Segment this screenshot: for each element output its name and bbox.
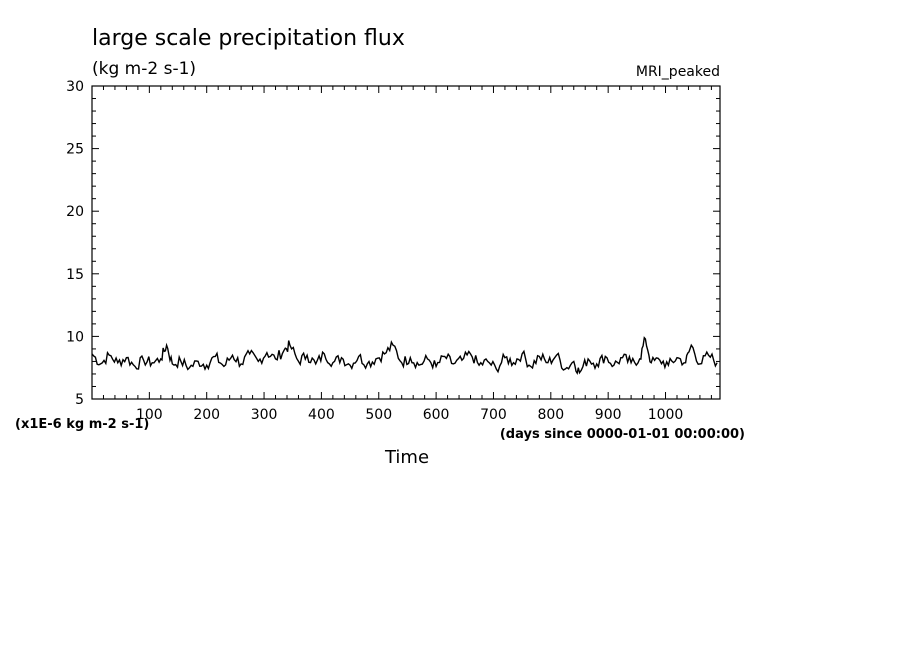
x-units-label: (days since 0000-01-01 00:00:00) <box>500 427 745 442</box>
x-tick-label: 500 <box>365 407 392 423</box>
x-tick-label: 300 <box>251 407 278 423</box>
dataset-label: MRI_peaked <box>636 64 720 80</box>
x-axis: 100 200 300 400 500 600 700 800 900 1000 <box>102 86 712 423</box>
series-layer <box>91 336 718 376</box>
x-tick-label: 700 <box>480 407 507 423</box>
y-scale-label: (x1E-6 kg m-2 s-1) <box>15 417 149 432</box>
y-tick-label: 20 <box>66 204 84 220</box>
y-tick-label: 5 <box>75 392 84 408</box>
y-tick-label: 30 <box>66 79 84 95</box>
x-tick-label: 800 <box>537 407 564 423</box>
y-axis: 5 10 15 20 25 30 <box>66 79 720 408</box>
x-axis-title: Time <box>384 447 429 468</box>
x-tick-label: 100 <box>136 407 163 423</box>
y-tick-label: 10 <box>66 329 84 345</box>
y-tick-label: 15 <box>66 267 84 283</box>
chart-title: large scale precipitation flux <box>92 26 405 51</box>
plot-frame <box>91 85 721 400</box>
y-tick-label: 25 <box>66 142 84 158</box>
x-tick-label: 1000 <box>648 407 684 423</box>
x-tick-label: 900 <box>595 407 622 423</box>
x-tick-label: 600 <box>423 407 450 423</box>
x-tick-label: 400 <box>308 407 335 423</box>
series-line <box>91 336 718 376</box>
chart-subtitle: (kg m-2 s-1) <box>92 59 196 79</box>
x-tick-label: 200 <box>193 407 220 423</box>
